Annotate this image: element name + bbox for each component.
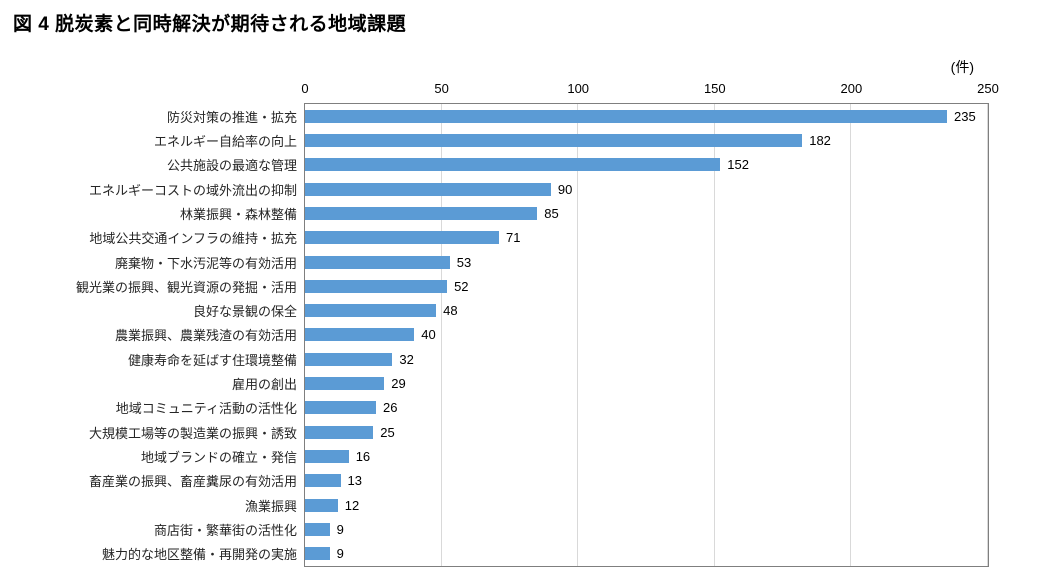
bar-value-label: 53: [456, 254, 472, 270]
bar: [305, 304, 437, 318]
category-labels: 防災対策の推進・拡充エネルギー自給率の向上公共施設の最適な管理エネルギーコストの…: [0, 104, 297, 566]
category-label: 魅力的な地区整備・再開発の実施: [101, 547, 297, 563]
bar: [305, 133, 803, 147]
bar-value-label: 235: [954, 108, 976, 124]
bar: [305, 109, 948, 123]
bar-row: 13: [305, 469, 988, 493]
bar-row: 32: [305, 347, 988, 371]
bar-value-label: 9: [336, 546, 344, 562]
bar: [305, 450, 349, 464]
x-axis-tick: 50: [434, 81, 449, 96]
gridline: [440, 104, 442, 566]
category-label: 良好な景観の保全: [192, 304, 297, 320]
bar: [305, 328, 415, 342]
category-label: 商店街・繁華街の活性化: [153, 522, 297, 538]
bar-value-label: 52: [454, 278, 469, 294]
bar-row: 12: [305, 493, 988, 517]
bar-row: 48: [305, 299, 988, 323]
x-axis-tick: 100: [567, 81, 590, 96]
bar-row: 9: [305, 517, 988, 541]
bar-row: 52: [305, 274, 988, 298]
chart-title: 図 4 脱炭素と同時解決が期待される地域課題: [13, 14, 407, 35]
category-label: 公共施設の最適な管理: [166, 158, 297, 174]
bar-row: 71: [305, 226, 988, 250]
category-label: 漁業振興: [244, 498, 297, 514]
bar-value-label: 40: [421, 327, 436, 343]
bar-row: 16: [305, 444, 988, 468]
category-label: 健康寿命を延ばす住環境整備: [127, 352, 297, 368]
bar-row: 235: [305, 104, 988, 128]
x-axis-tick: 150: [703, 81, 726, 96]
bar-row: 9: [305, 542, 988, 566]
bar-row: 90: [305, 177, 988, 201]
x-axis-tick: 0: [301, 81, 309, 96]
bar-row: 26: [305, 396, 988, 420]
bar: [305, 279, 448, 293]
bar-row: 53: [305, 250, 988, 274]
bar: [305, 352, 393, 366]
bar: [305, 182, 551, 196]
bar: [305, 377, 385, 391]
category-label: 地域コミュニティ活動の活性化: [115, 401, 297, 417]
bar-row: 182: [305, 128, 988, 152]
category-label: エネルギーコストの域外流出の抑制: [88, 182, 297, 198]
bar: [305, 158, 721, 172]
category-label: 雇用の創出: [231, 377, 297, 393]
category-label: エネルギー自給率の向上: [153, 133, 297, 149]
bar-value-label: 48: [443, 303, 458, 319]
bar-value-label: 71: [505, 230, 521, 246]
category-label: 地域公共交通インフラの維持・拡充: [89, 231, 297, 247]
bar: [305, 425, 374, 439]
bar-value-label: 12: [344, 497, 360, 513]
bar-value-label: 26: [383, 400, 398, 416]
bar: [305, 522, 330, 536]
plot-area: 235 182 152 90 85 71 53 52 48 40 32 29 26 25 16 13 12 9 9: [304, 103, 989, 567]
category-label: 大規模工場等の製造業の振興・誘致: [88, 425, 297, 441]
gridline: [850, 104, 852, 566]
axis-unit-label: (件): [950, 59, 974, 75]
category-label: 林業振興・森林整備: [179, 206, 297, 222]
bar: [305, 231, 499, 245]
category-label: 防災対策の推進・拡充: [166, 109, 297, 125]
bar-value-label: 29: [391, 376, 406, 392]
bar-value-label: 85: [544, 205, 559, 221]
bar: [305, 206, 538, 220]
bar-value-label: 182: [809, 132, 831, 148]
category-label: 地域ブランドの確立・発信: [140, 450, 297, 466]
bar-value-label: 16: [355, 449, 371, 465]
bar-value-label: 25: [380, 424, 395, 440]
bar: [305, 474, 341, 488]
x-axis-tick: 250: [977, 81, 999, 96]
bar-value-label: 13: [347, 473, 362, 489]
category-label: 畜産業の振興、畜産糞尿の有効活用: [88, 474, 297, 490]
x-axis-ticks: 0 50 100 150 200 250: [301, 81, 998, 98]
gridline: [987, 104, 988, 566]
category-label: 観光業の振興、観光資源の発掘・活用: [75, 279, 297, 295]
bar-row: 152: [305, 153, 988, 177]
bar: [305, 401, 377, 415]
bar-value-label: 32: [399, 351, 414, 367]
bar-row: 85: [305, 201, 988, 225]
bar-row: 29: [305, 371, 988, 395]
bar: [305, 255, 450, 269]
bar-value-label: 9: [336, 521, 344, 537]
bar-row: 40: [305, 323, 988, 347]
bar-row: 25: [305, 420, 988, 444]
bar: [305, 547, 330, 561]
bar-value-label: 90: [557, 181, 573, 197]
category-label: 農業振興、農業残渣の有効活用: [114, 328, 297, 344]
gridline: [577, 104, 579, 566]
bar: [305, 498, 338, 512]
x-axis-tick: 200: [840, 81, 863, 96]
gridline: [713, 104, 715, 566]
bar-value-label: 152: [727, 157, 749, 173]
category-label: 廃棄物・下水汚泥等の有効活用: [114, 255, 297, 271]
